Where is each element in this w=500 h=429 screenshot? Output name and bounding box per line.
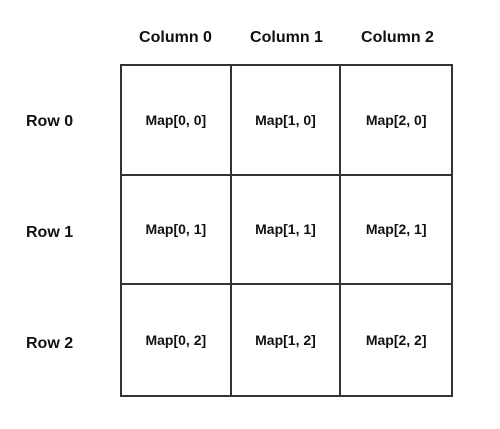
grid-cell: Map[1, 0] [231,66,342,176]
grid-cell: Map[1, 1] [231,175,342,286]
grid-cell: Map[1, 2] [232,285,342,395]
row-header-2: Row 2 [26,335,74,352]
map-grid: Map[0, 0] Map[1, 0] Map[2, 0] Map[0, 1] … [120,64,453,397]
row-header-0: Row 0 [26,113,74,130]
grid-cell: Map[0, 0] [122,66,232,176]
column-header-1: Column 1 [250,29,323,46]
grid-cell: Map[2, 2] [365,332,427,349]
grid-cell: Map[2, 0] [341,66,451,176]
row-header-1: Row 1 [26,224,74,241]
grid-cell: Map[0, 1] [122,175,232,286]
column-header-2: Column 2 [361,29,434,46]
grid-cell: Map[2, 1] [341,176,451,286]
column-header-0: Column 0 [139,29,212,46]
grid-cell: Map[0, 2] [122,285,232,395]
